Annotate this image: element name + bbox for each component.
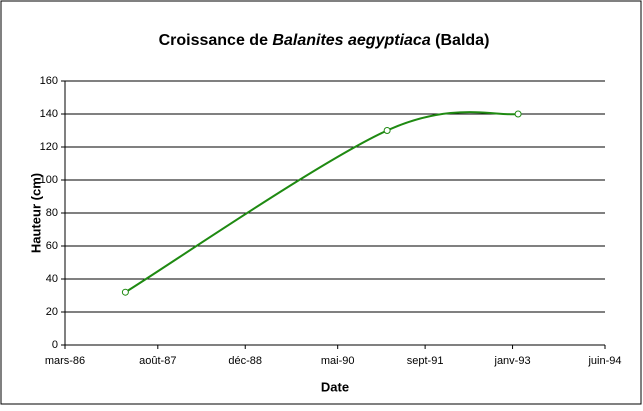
y-tick-label: 60 (46, 240, 58, 252)
data-point (514, 110, 522, 118)
title-part: Balanites aegyptiaca (272, 32, 430, 49)
title-part: Croissance de (159, 32, 268, 49)
x-tick-label: sept-91 (407, 355, 444, 367)
y-tick-label: 40 (46, 273, 58, 285)
x-tick-label: août-87 (139, 355, 176, 367)
data-point (121, 288, 129, 296)
y-tick-label: 140 (40, 108, 58, 120)
y-tick-label: 160 (40, 75, 58, 87)
y-tick-label: 0 (52, 339, 58, 351)
y-axis-label: Hauteur (cm) (28, 173, 43, 253)
y-tick-label: 80 (46, 207, 58, 219)
y-tick-label: 100 (40, 174, 58, 186)
x-tick-label: janv-93 (494, 355, 531, 367)
x-axis-label: Date (321, 379, 349, 394)
y-tick-label: 20 (46, 306, 58, 318)
y-tick-label: 120 (40, 141, 58, 153)
x-tick-label: mai-90 (321, 355, 355, 367)
data-point (383, 127, 391, 134)
x-tick-label: juin-94 (587, 355, 621, 367)
chart-title: Croissance de Balanites aegyptiaca (Bald… (159, 32, 490, 49)
data-line (124, 111, 519, 294)
x-tick-label: mars-86 (45, 355, 85, 367)
x-tick-label: déc-88 (228, 355, 262, 367)
title-part: (Balda) (435, 32, 489, 49)
